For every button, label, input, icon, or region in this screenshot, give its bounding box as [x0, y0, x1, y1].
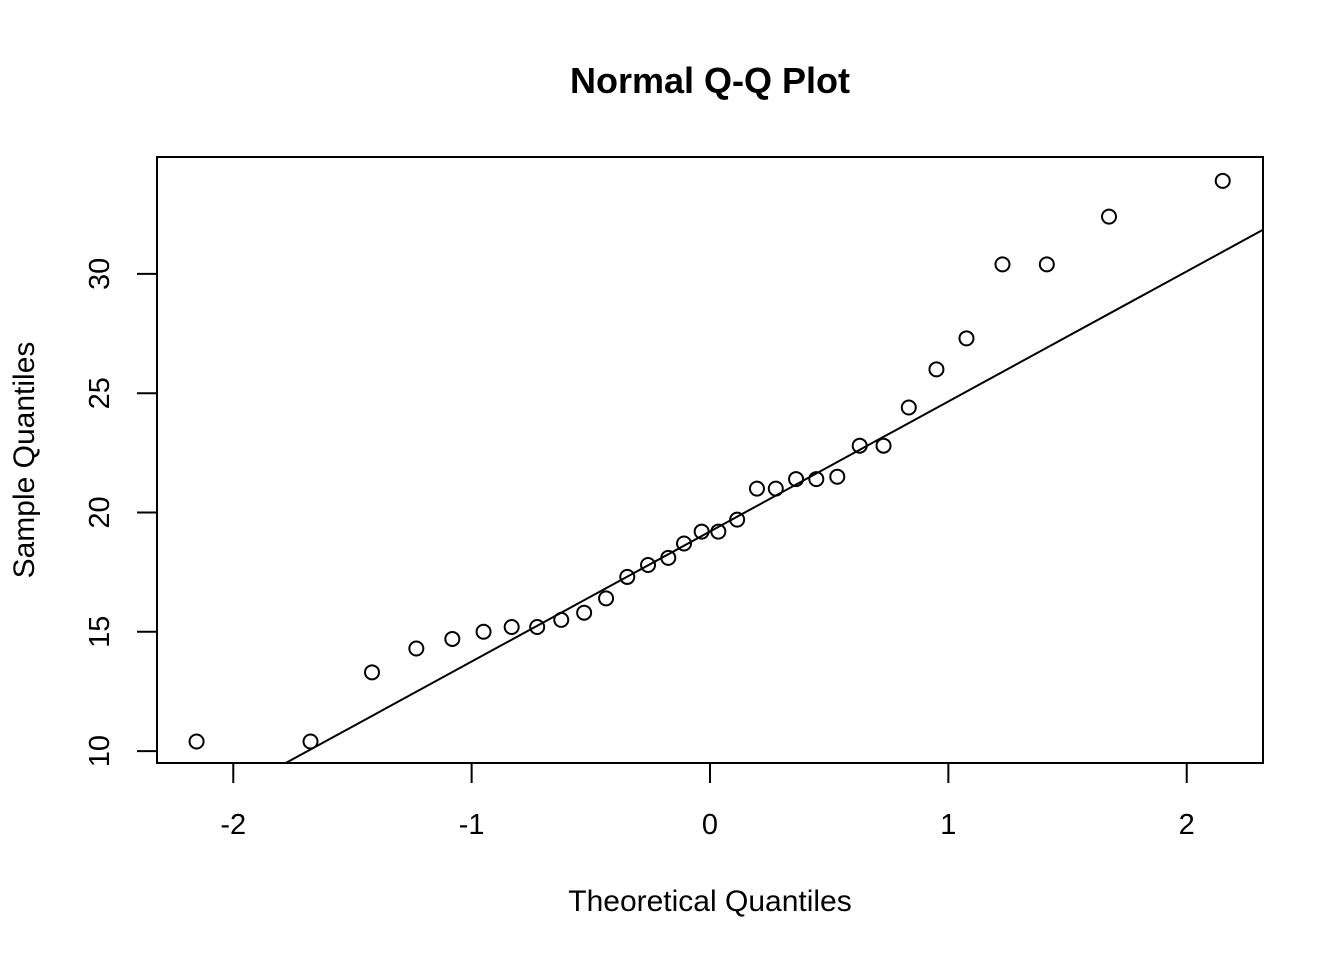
qq-point-1	[188, 733, 205, 750]
x-tick-label-5: 2	[1179, 809, 1195, 841]
plot-area-frame	[156, 156, 1264, 764]
qq-point-29	[994, 256, 1011, 273]
qq-point-5	[444, 630, 461, 647]
reference-line-group	[285, 228, 1264, 764]
qq-point-8	[529, 619, 546, 636]
qq-point-10	[576, 604, 593, 621]
qq-point-15	[676, 535, 693, 552]
qq-point-19	[748, 480, 765, 497]
qq-point-32	[1214, 172, 1231, 189]
qq-point-4	[408, 640, 425, 657]
x-axis-label: Theoretical Quantiles	[568, 885, 851, 918]
qq-point-25	[875, 437, 892, 454]
qq-point-13	[640, 556, 657, 573]
qq-point-12	[619, 568, 636, 585]
y-tick-label-3: 20	[84, 496, 116, 528]
y-tick-label-5: 30	[84, 258, 116, 290]
x-tick-label-1: -2	[220, 809, 246, 841]
qq-point-3	[364, 664, 380, 681]
chart-title: Normal Q-Q Plot	[570, 60, 850, 101]
qq-point-22	[808, 471, 825, 488]
y-axis: 10 15 20 25 30	[84, 258, 158, 767]
qq-point-30	[1038, 256, 1055, 273]
qq-point-11	[598, 590, 615, 607]
qq-points-group	[188, 172, 1231, 750]
qq-point-6	[475, 623, 492, 640]
x-tick-label-4: 1	[940, 809, 956, 841]
qq-point-21	[788, 471, 805, 488]
qq-point-27	[928, 361, 945, 378]
y-tick-label-2: 15	[84, 616, 116, 648]
qq-point-28	[958, 330, 975, 347]
qq-point-23	[829, 468, 846, 485]
x-axis: -2 -1 0 1 2	[220, 762, 1195, 841]
qq-reference-line	[285, 228, 1264, 764]
y-axis-label: Sample Quantiles	[8, 342, 41, 579]
y-tick-label-1: 10	[84, 735, 116, 767]
qq-point-31	[1101, 208, 1118, 225]
x-tick-label-2: -1	[459, 809, 485, 841]
x-tick-label-3: 0	[702, 809, 718, 841]
y-tick-label-4: 25	[84, 377, 116, 409]
qq-point-26	[900, 399, 917, 416]
qq-point-7	[503, 619, 520, 636]
